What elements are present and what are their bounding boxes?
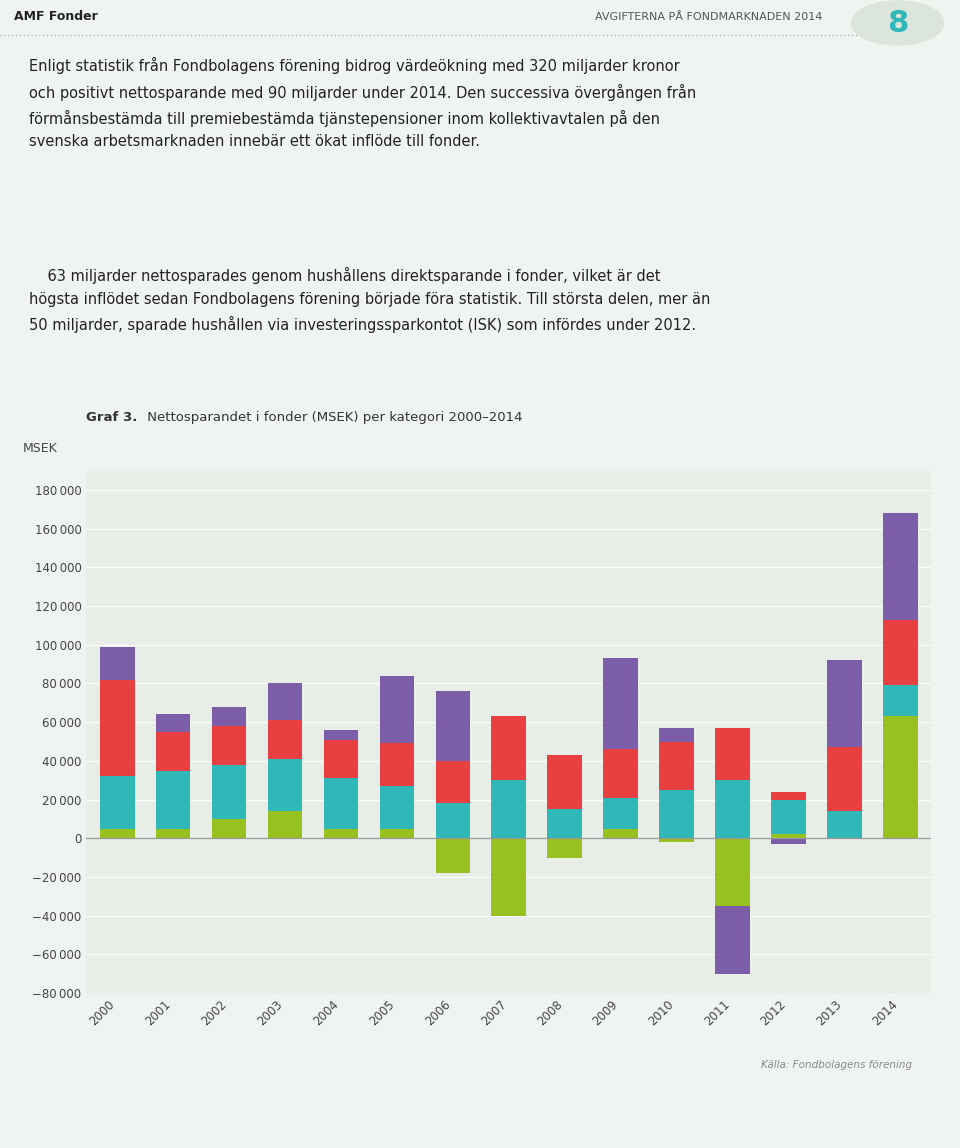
Bar [715, 781, 750, 838]
Bar [883, 716, 918, 838]
Bar [212, 726, 247, 765]
Bar [436, 691, 470, 761]
Bar [436, 804, 470, 838]
Bar [828, 812, 862, 838]
Bar [660, 838, 694, 843]
Bar [715, 838, 750, 906]
Bar [212, 707, 247, 726]
Bar [828, 660, 862, 747]
Bar [379, 676, 415, 744]
Text: AMF Fonder: AMF Fonder [14, 10, 98, 23]
Bar [547, 838, 582, 858]
Text: 8: 8 [887, 9, 908, 38]
Bar [436, 838, 470, 874]
Bar [156, 714, 190, 732]
Bar [268, 720, 302, 759]
Bar [883, 620, 918, 685]
Bar [379, 829, 415, 838]
Text: Källa: Fondbolagens förening: Källa: Fondbolagens förening [761, 1060, 912, 1070]
Bar [156, 770, 190, 829]
Bar [379, 744, 415, 786]
Bar [715, 728, 750, 781]
Bar [715, 906, 750, 974]
Bar [324, 730, 358, 739]
Bar [771, 792, 805, 799]
Bar [660, 742, 694, 790]
Bar [492, 838, 526, 916]
Text: Nettosparandet i fonder (MSEK) per kategori 2000–2014: Nettosparandet i fonder (MSEK) per kateg… [143, 411, 522, 424]
Bar [100, 829, 134, 838]
Bar [156, 732, 190, 770]
Bar [492, 781, 526, 838]
Bar [660, 790, 694, 838]
Bar [100, 646, 134, 680]
Bar [100, 776, 134, 829]
Bar [212, 819, 247, 838]
Bar [883, 685, 918, 716]
Bar [379, 786, 415, 829]
Bar [771, 838, 805, 844]
Bar [603, 750, 638, 798]
Bar [324, 829, 358, 838]
Bar [436, 761, 470, 804]
Bar [100, 680, 134, 776]
Bar [156, 829, 190, 838]
Bar [212, 765, 247, 819]
Text: 63 miljarder nettosparades genom hushållens direktsparande i fonder, vilket är d: 63 miljarder nettosparades genom hushåll… [29, 267, 710, 333]
Text: Enligt statistik från Fondbolagens förening bidrog värdeökning med 320 miljarder: Enligt statistik från Fondbolagens fören… [29, 57, 696, 149]
Text: AVGIFTERNA PÅ FONDMARKNADEN 2014: AVGIFTERNA PÅ FONDMARKNADEN 2014 [595, 11, 823, 22]
Bar [324, 739, 358, 778]
Text: Graf 3.: Graf 3. [86, 411, 138, 424]
Bar [547, 809, 582, 838]
Bar [771, 799, 805, 835]
Bar [603, 829, 638, 838]
Bar [268, 759, 302, 812]
Bar [660, 728, 694, 742]
Bar [268, 683, 302, 720]
Bar [547, 755, 582, 809]
Bar [268, 812, 302, 838]
Bar [492, 716, 526, 781]
Bar [603, 658, 638, 750]
Text: MSEK: MSEK [23, 442, 58, 455]
Bar [603, 798, 638, 829]
Bar [771, 835, 805, 838]
Circle shape [852, 1, 944, 45]
Bar [324, 778, 358, 829]
Bar [828, 747, 862, 812]
Bar [883, 513, 918, 620]
